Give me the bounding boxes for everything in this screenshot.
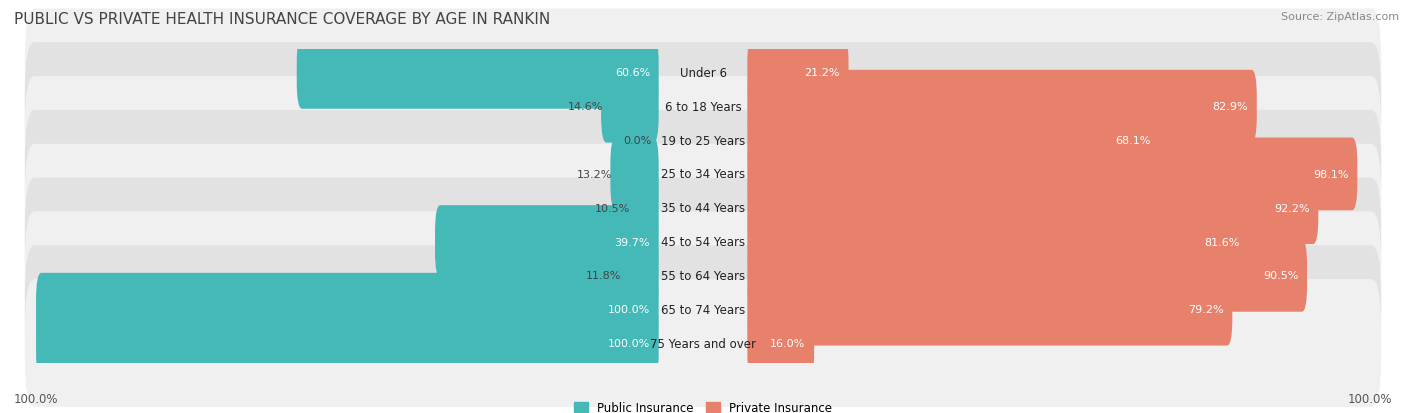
Text: 79.2%: 79.2% (1188, 304, 1223, 314)
Text: 92.2%: 92.2% (1274, 203, 1310, 213)
FancyBboxPatch shape (610, 138, 658, 211)
Text: 10.5%: 10.5% (595, 203, 630, 213)
FancyBboxPatch shape (297, 37, 658, 109)
FancyBboxPatch shape (602, 71, 658, 143)
Text: 100.0%: 100.0% (1347, 392, 1392, 405)
FancyBboxPatch shape (25, 111, 1381, 238)
Text: 11.8%: 11.8% (586, 271, 621, 281)
FancyBboxPatch shape (25, 77, 1381, 204)
Text: 14.6%: 14.6% (568, 102, 603, 112)
FancyBboxPatch shape (25, 212, 1381, 339)
Text: 25 to 34 Years: 25 to 34 Years (661, 168, 745, 181)
FancyBboxPatch shape (748, 37, 849, 109)
Text: 35 to 44 Years: 35 to 44 Years (661, 202, 745, 215)
Text: 90.5%: 90.5% (1263, 271, 1299, 281)
Text: 19 to 25 Years: 19 to 25 Years (661, 134, 745, 147)
Text: 55 to 64 Years: 55 to 64 Years (661, 269, 745, 282)
Text: 100.0%: 100.0% (607, 338, 650, 348)
Text: 82.9%: 82.9% (1212, 102, 1249, 112)
Text: 45 to 54 Years: 45 to 54 Years (661, 235, 745, 249)
Text: 13.2%: 13.2% (576, 169, 613, 179)
Text: 21.2%: 21.2% (804, 68, 839, 78)
Text: 100.0%: 100.0% (607, 304, 650, 314)
Text: 6 to 18 Years: 6 to 18 Years (665, 100, 741, 114)
FancyBboxPatch shape (25, 145, 1381, 272)
FancyBboxPatch shape (25, 9, 1381, 137)
FancyBboxPatch shape (434, 206, 658, 278)
Text: 16.0%: 16.0% (770, 338, 806, 348)
FancyBboxPatch shape (748, 206, 1249, 278)
Text: 98.1%: 98.1% (1313, 169, 1348, 179)
FancyBboxPatch shape (748, 71, 1257, 143)
Text: Under 6: Under 6 (679, 67, 727, 80)
Text: 81.6%: 81.6% (1204, 237, 1240, 247)
FancyBboxPatch shape (748, 273, 1232, 346)
FancyBboxPatch shape (748, 104, 1159, 177)
FancyBboxPatch shape (748, 240, 1308, 312)
FancyBboxPatch shape (748, 138, 1357, 211)
FancyBboxPatch shape (25, 246, 1381, 373)
FancyBboxPatch shape (748, 172, 1319, 244)
FancyBboxPatch shape (748, 307, 814, 380)
FancyBboxPatch shape (620, 240, 658, 312)
Text: Source: ZipAtlas.com: Source: ZipAtlas.com (1281, 12, 1399, 22)
FancyBboxPatch shape (37, 273, 658, 346)
Text: 0.0%: 0.0% (623, 136, 651, 146)
Text: 60.6%: 60.6% (614, 68, 650, 78)
FancyBboxPatch shape (25, 280, 1381, 407)
FancyBboxPatch shape (25, 43, 1381, 171)
Text: 65 to 74 Years: 65 to 74 Years (661, 303, 745, 316)
Text: 100.0%: 100.0% (14, 392, 59, 405)
Text: 39.7%: 39.7% (614, 237, 650, 247)
Text: PUBLIC VS PRIVATE HEALTH INSURANCE COVERAGE BY AGE IN RANKIN: PUBLIC VS PRIVATE HEALTH INSURANCE COVER… (14, 12, 550, 27)
Text: 75 Years and over: 75 Years and over (650, 337, 756, 350)
FancyBboxPatch shape (628, 172, 658, 244)
Text: 68.1%: 68.1% (1115, 136, 1150, 146)
Legend: Public Insurance, Private Insurance: Public Insurance, Private Insurance (574, 401, 832, 413)
FancyBboxPatch shape (37, 307, 658, 380)
FancyBboxPatch shape (25, 178, 1381, 306)
